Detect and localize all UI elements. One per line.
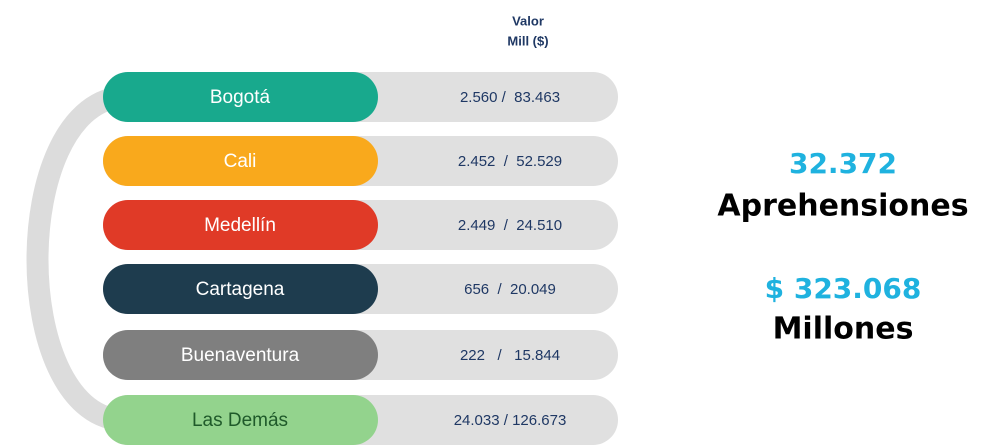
row-label: Las Demás <box>192 410 288 431</box>
label-pill <box>103 200 378 250</box>
row-value: 656 / 20.049 <box>464 281 556 298</box>
label-pill <box>103 264 378 314</box>
label-pill <box>103 395 378 445</box>
row-value: 222 / 15.844 <box>460 347 560 364</box>
row-label: Medellín <box>204 215 276 236</box>
count-label: Aprehensiones <box>717 189 968 224</box>
amount-label: Millones <box>773 312 914 347</box>
header-line: Valor <box>512 13 544 28</box>
row-value: 2.449 / 24.510 <box>458 217 562 234</box>
row-label: Buenaventura <box>181 345 300 366</box>
label-pill <box>103 72 378 122</box>
row-value: 2.560 / 83.463 <box>460 89 560 106</box>
row-value: 2.452 / 52.529 <box>458 153 562 170</box>
header-line: Mill ($) <box>507 33 548 48</box>
row-value: 24.033 / 126.673 <box>454 412 567 429</box>
amount: $ 323.068 <box>765 272 922 305</box>
connector-arc <box>26 86 123 431</box>
row-label: Cartagena <box>196 279 285 300</box>
label-pill <box>103 136 378 186</box>
row-label: Cali <box>224 151 257 172</box>
count: 32.372 <box>789 147 897 180</box>
label-pill <box>103 330 378 380</box>
row-label: Bogotá <box>210 87 271 108</box>
